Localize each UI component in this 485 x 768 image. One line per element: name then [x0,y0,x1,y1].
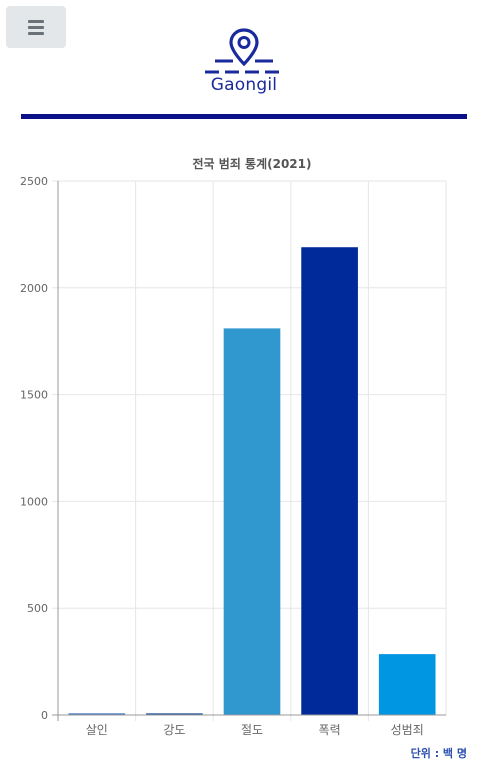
logo[interactable]: Gaongil [200,24,288,104]
x-tick-label: 폭력 [319,723,341,737]
chart-title: 전국 범죄 통계(2021) [193,156,312,171]
menu-button[interactable] [6,6,66,48]
bar-절도 [224,328,281,715]
logo-text: Gaongil [200,75,288,95]
header-divider [21,114,467,119]
y-tick-label: 0 [41,709,48,722]
hamburger-icon [28,17,44,38]
y-tick-label: 2500 [20,175,48,188]
x-tick-label: 절도 [241,723,263,737]
x-tick-label: 살인 [86,723,108,737]
y-tick-label: 1000 [20,495,48,508]
y-tick-label: 2000 [20,282,48,295]
bar-성범죄 [379,654,436,715]
location-pin-icon [200,24,288,76]
unit-label: 단위 : 백 명 [411,745,467,761]
bar-chart: 전국 범죄 통계(2021) 0 500 1000 1500 2000 2500 살인 강도 절도… [0,148,485,748]
y-tick-label: 500 [27,602,48,615]
bar-폭력 [301,247,358,715]
x-tick-label: 성범죄 [391,723,424,737]
x-tick-label: 강도 [163,723,185,737]
y-tick-label: 1500 [20,389,48,402]
